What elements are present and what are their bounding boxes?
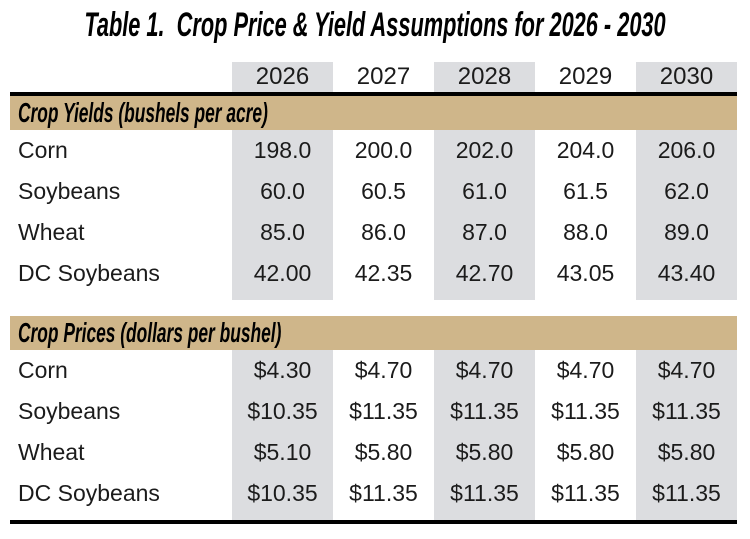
value-cell: $5.80 <box>434 432 535 473</box>
value-cell: 202.0 <box>434 130 535 171</box>
value-cell: 60.0 <box>232 171 333 212</box>
crop-assumptions-table: 2026 2027 2028 2029 2030 Crop Yields (bu… <box>10 62 737 524</box>
value-cell: $10.35 <box>232 391 333 432</box>
value-cell: 86.0 <box>361 219 406 245</box>
spacer-cell <box>434 514 535 520</box>
value-cell: 42.35 <box>354 260 413 286</box>
value-cell: 43.05 <box>556 260 615 286</box>
value-cell: $4.70 <box>636 350 737 391</box>
page-title: Table 1. Crop Price & Yield Assumptions … <box>84 6 666 44</box>
value-cell: 198.0 <box>232 130 333 171</box>
year-header-2026: 2026 <box>232 62 333 92</box>
value-cell: $10.35 <box>232 473 333 514</box>
year-header-row: 2026 2027 2028 2029 2030 <box>10 62 737 92</box>
bottom-rule <box>10 520 737 524</box>
row-label: Soybeans <box>18 178 121 204</box>
spacer-cell <box>232 294 333 300</box>
value-cell: $11.35 <box>349 398 418 424</box>
spacer-cell <box>535 514 636 520</box>
table-row-prices-wheat: Wheat $5.10 $5.80 $5.80 $5.80 $5.80 <box>10 432 737 473</box>
section-header-crop-yields: Crop Yields (bushels per acre) <box>10 96 737 130</box>
value-cell: 60.5 <box>361 178 406 204</box>
row-label: Soybeans <box>18 398 121 424</box>
spacer-cell <box>232 514 333 520</box>
spacer-cell <box>636 514 737 520</box>
column-shade-spacer <box>10 514 737 520</box>
value-cell: $5.80 <box>556 439 615 465</box>
table-row-yields-wheat: Wheat 85.0 86.0 87.0 88.0 89.0 <box>10 212 737 253</box>
value-cell: $11.35 <box>434 391 535 432</box>
value-cell: 61.0 <box>434 171 535 212</box>
row-label: DC Soybeans <box>18 260 160 286</box>
table-row-yields-soybeans: Soybeans 60.0 60.5 61.0 61.5 62.0 <box>10 171 737 212</box>
spacer-cell <box>10 294 232 300</box>
value-cell: 42.00 <box>232 253 333 294</box>
year-header-2029: 2029 <box>558 63 613 90</box>
table-row-prices-soybeans: Soybeans $10.35 $11.35 $11.35 $11.35 $11… <box>10 391 737 432</box>
column-shade-spacer <box>10 294 737 300</box>
value-cell: $4.30 <box>232 350 333 391</box>
table-row-yields-dc-soybeans: DC Soybeans 42.00 42.35 42.70 43.05 43.4… <box>10 253 737 294</box>
value-cell: $5.10 <box>232 432 333 473</box>
spacer-cell <box>434 294 535 300</box>
row-label: Corn <box>18 137 68 163</box>
spacer-cell <box>636 294 737 300</box>
value-cell: $11.35 <box>636 473 737 514</box>
spacer-cell <box>535 294 636 300</box>
value-cell: $5.80 <box>636 432 737 473</box>
value-cell: 206.0 <box>636 130 737 171</box>
year-header-2028: 2028 <box>434 62 535 92</box>
spacer-cell <box>333 514 434 520</box>
row-label: Corn <box>18 357 68 383</box>
value-cell: 42.70 <box>434 253 535 294</box>
table-row-yields-corn: Corn 198.0 200.0 202.0 204.0 206.0 <box>10 130 737 171</box>
value-cell: 61.5 <box>563 178 608 204</box>
value-cell: 62.0 <box>636 171 737 212</box>
title-area: Table 1. Crop Price & Yield Assumptions … <box>0 0 750 50</box>
top-rule <box>10 92 737 96</box>
value-cell: 85.0 <box>232 212 333 253</box>
year-header-2030: 2030 <box>636 62 737 92</box>
row-label: Wheat <box>18 219 85 245</box>
value-cell: $11.35 <box>551 480 620 506</box>
section-header-crop-prices-label: Crop Prices (dollars per bushel) <box>18 317 282 348</box>
table-row-prices-corn: Corn $4.30 $4.70 $4.70 $4.70 $4.70 <box>10 350 737 391</box>
value-cell: 87.0 <box>434 212 535 253</box>
row-label: DC Soybeans <box>18 480 160 506</box>
spacer-cell <box>10 514 232 520</box>
section-header-crop-yields-label: Crop Yields (bushels per acre) <box>18 97 268 128</box>
spacer-cell <box>333 294 434 300</box>
value-cell: $11.35 <box>349 480 418 506</box>
year-header-spacer <box>10 62 232 92</box>
value-cell: $4.70 <box>434 350 535 391</box>
value-cell: 204.0 <box>556 137 615 163</box>
section-header-crop-prices: Crop Prices (dollars per bushel) <box>10 316 737 350</box>
row-label: Wheat <box>18 439 85 465</box>
value-cell: $11.35 <box>636 391 737 432</box>
value-cell: 200.0 <box>354 137 413 163</box>
value-cell: $4.70 <box>354 357 413 383</box>
value-cell: 88.0 <box>563 219 608 245</box>
value-cell: $11.35 <box>551 398 620 424</box>
section-gap <box>10 300 737 316</box>
year-header-2027: 2027 <box>356 63 411 90</box>
value-cell: $11.35 <box>434 473 535 514</box>
value-cell: $5.80 <box>354 439 413 465</box>
value-cell: 43.40 <box>636 253 737 294</box>
value-cell: 89.0 <box>636 212 737 253</box>
value-cell: $4.70 <box>556 357 615 383</box>
table-row-prices-dc-soybeans: DC Soybeans $10.35 $11.35 $11.35 $11.35 … <box>10 473 737 514</box>
